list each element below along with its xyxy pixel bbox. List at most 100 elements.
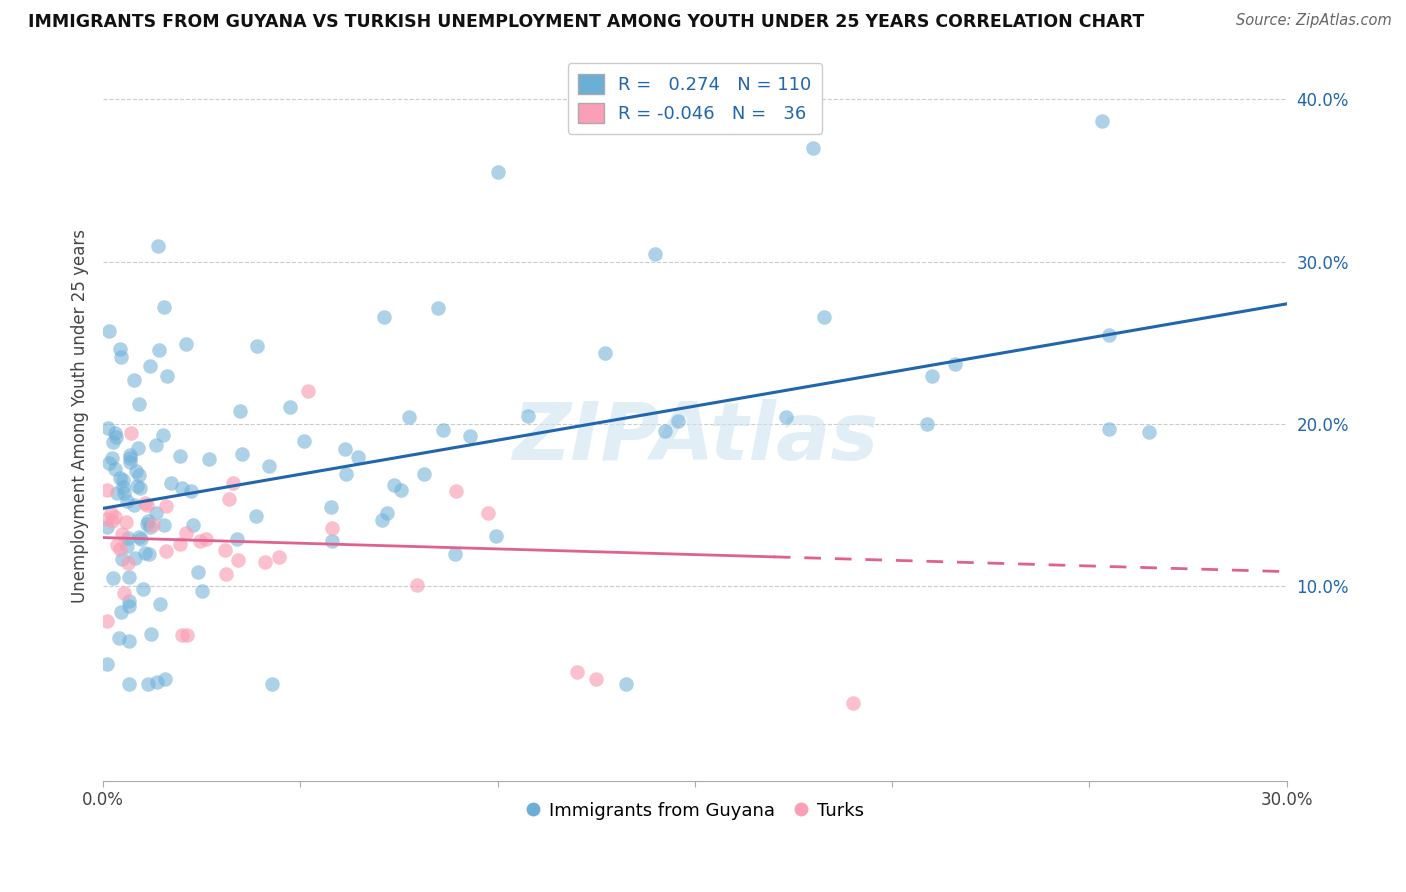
Point <box>333 442 356 457</box>
Point <box>155 499 177 513</box>
Point <box>128 468 150 483</box>
Point <box>443 547 465 561</box>
Point <box>517 409 540 423</box>
Point <box>1098 422 1121 436</box>
Point <box>128 530 150 544</box>
Point <box>218 491 240 506</box>
Point <box>96 657 118 671</box>
Point <box>118 676 141 690</box>
Point <box>335 467 357 481</box>
Point <box>644 246 666 260</box>
Point <box>115 539 138 553</box>
Point <box>108 632 131 646</box>
Point <box>108 342 131 356</box>
Point <box>485 529 508 543</box>
Point <box>117 556 139 570</box>
Point <box>152 428 174 442</box>
Point <box>190 533 212 548</box>
Point <box>398 410 420 425</box>
Point <box>160 476 183 491</box>
Point <box>148 597 170 611</box>
Point <box>347 450 370 464</box>
Point <box>136 498 159 512</box>
Point <box>139 519 162 533</box>
Point <box>181 518 204 533</box>
Point <box>136 514 159 528</box>
Point <box>257 459 280 474</box>
Point <box>321 534 343 549</box>
Point <box>413 467 436 481</box>
Point <box>98 456 121 470</box>
Point <box>321 521 343 535</box>
Y-axis label: Unemployment Among Youth under 25 years: Unemployment Among Youth under 25 years <box>72 229 89 603</box>
Point <box>124 372 146 386</box>
Point <box>96 614 118 628</box>
Point <box>129 481 152 495</box>
Point <box>110 606 132 620</box>
Point <box>97 325 120 339</box>
Point <box>373 310 395 324</box>
Point <box>226 532 249 546</box>
Point <box>104 510 127 524</box>
Point <box>117 532 139 546</box>
Point <box>169 537 191 551</box>
Point <box>1098 328 1121 343</box>
Point <box>593 346 616 360</box>
Point <box>801 141 824 155</box>
Point <box>96 519 118 533</box>
Point <box>125 479 148 493</box>
Point <box>105 538 128 552</box>
Point <box>841 696 863 710</box>
Point <box>105 486 128 500</box>
Point <box>371 513 394 527</box>
Point <box>101 571 124 585</box>
Point <box>110 471 132 485</box>
Point <box>111 527 134 541</box>
Point <box>254 555 277 569</box>
Point <box>125 464 148 478</box>
Point <box>129 532 152 546</box>
Point <box>97 421 120 435</box>
Point <box>115 516 138 530</box>
Point <box>112 586 135 600</box>
Point <box>153 300 176 314</box>
Point <box>118 599 141 613</box>
Point <box>112 486 135 500</box>
Point <box>118 570 141 584</box>
Point <box>138 359 160 374</box>
Point <box>180 484 202 499</box>
Point <box>146 239 169 253</box>
Point <box>139 626 162 640</box>
Point <box>105 430 128 444</box>
Point <box>176 628 198 642</box>
Point <box>654 425 676 439</box>
Point <box>187 565 209 579</box>
Point <box>813 310 835 324</box>
Point <box>427 301 450 316</box>
Point <box>565 665 588 680</box>
Point <box>292 434 315 449</box>
Point <box>155 369 177 384</box>
Point <box>120 455 142 469</box>
Point <box>138 547 160 561</box>
Point <box>1137 425 1160 439</box>
Point <box>432 423 454 437</box>
Point <box>172 628 194 642</box>
Point <box>943 357 966 371</box>
Point <box>134 496 156 510</box>
Point <box>101 450 124 465</box>
Point <box>104 462 127 476</box>
Point <box>118 450 141 465</box>
Point <box>246 339 269 353</box>
Point <box>155 543 177 558</box>
Point <box>444 484 467 499</box>
Point <box>110 351 132 365</box>
Point <box>145 506 167 520</box>
Text: IMMIGRANTS FROM GUYANA VS TURKISH UNEMPLOYMENT AMONG YOUTH UNDER 25 YEARS CORREL: IMMIGRANTS FROM GUYANA VS TURKISH UNEMPL… <box>28 13 1144 31</box>
Point <box>915 417 938 432</box>
Point <box>115 494 138 508</box>
Point <box>267 549 290 564</box>
Point <box>101 514 124 528</box>
Point <box>172 481 194 495</box>
Point <box>118 594 141 608</box>
